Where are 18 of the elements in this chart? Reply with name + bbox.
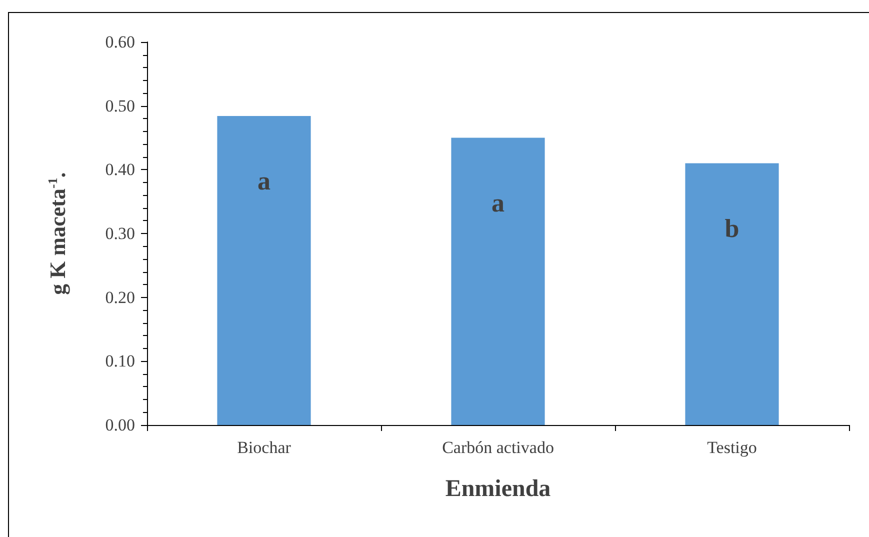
y-tick-label: 0.00 xyxy=(105,416,135,434)
y-axis-title: g K maceta-1. xyxy=(45,172,70,295)
annotation: a xyxy=(492,188,504,218)
y-tick-label: 0.20 xyxy=(105,288,135,307)
y-tick-label: 0.30 xyxy=(105,224,135,243)
x-tick-label: Testigo xyxy=(707,438,757,457)
x-axis-title: Enmienda xyxy=(445,476,551,502)
x-tick-label: Carbón activado xyxy=(442,438,554,457)
y-tick-label: 0.40 xyxy=(105,160,135,180)
y-tick-label: 0.60 xyxy=(105,32,135,52)
x-tick-label: Biochar xyxy=(237,438,292,457)
bar xyxy=(685,163,779,425)
bar xyxy=(217,116,311,425)
annotation: b xyxy=(724,214,740,243)
y-tick-label: 0.10 xyxy=(105,352,135,371)
y-tick-label: 0.50 xyxy=(105,96,135,116)
bar xyxy=(451,138,545,425)
annotation: a xyxy=(258,166,270,196)
